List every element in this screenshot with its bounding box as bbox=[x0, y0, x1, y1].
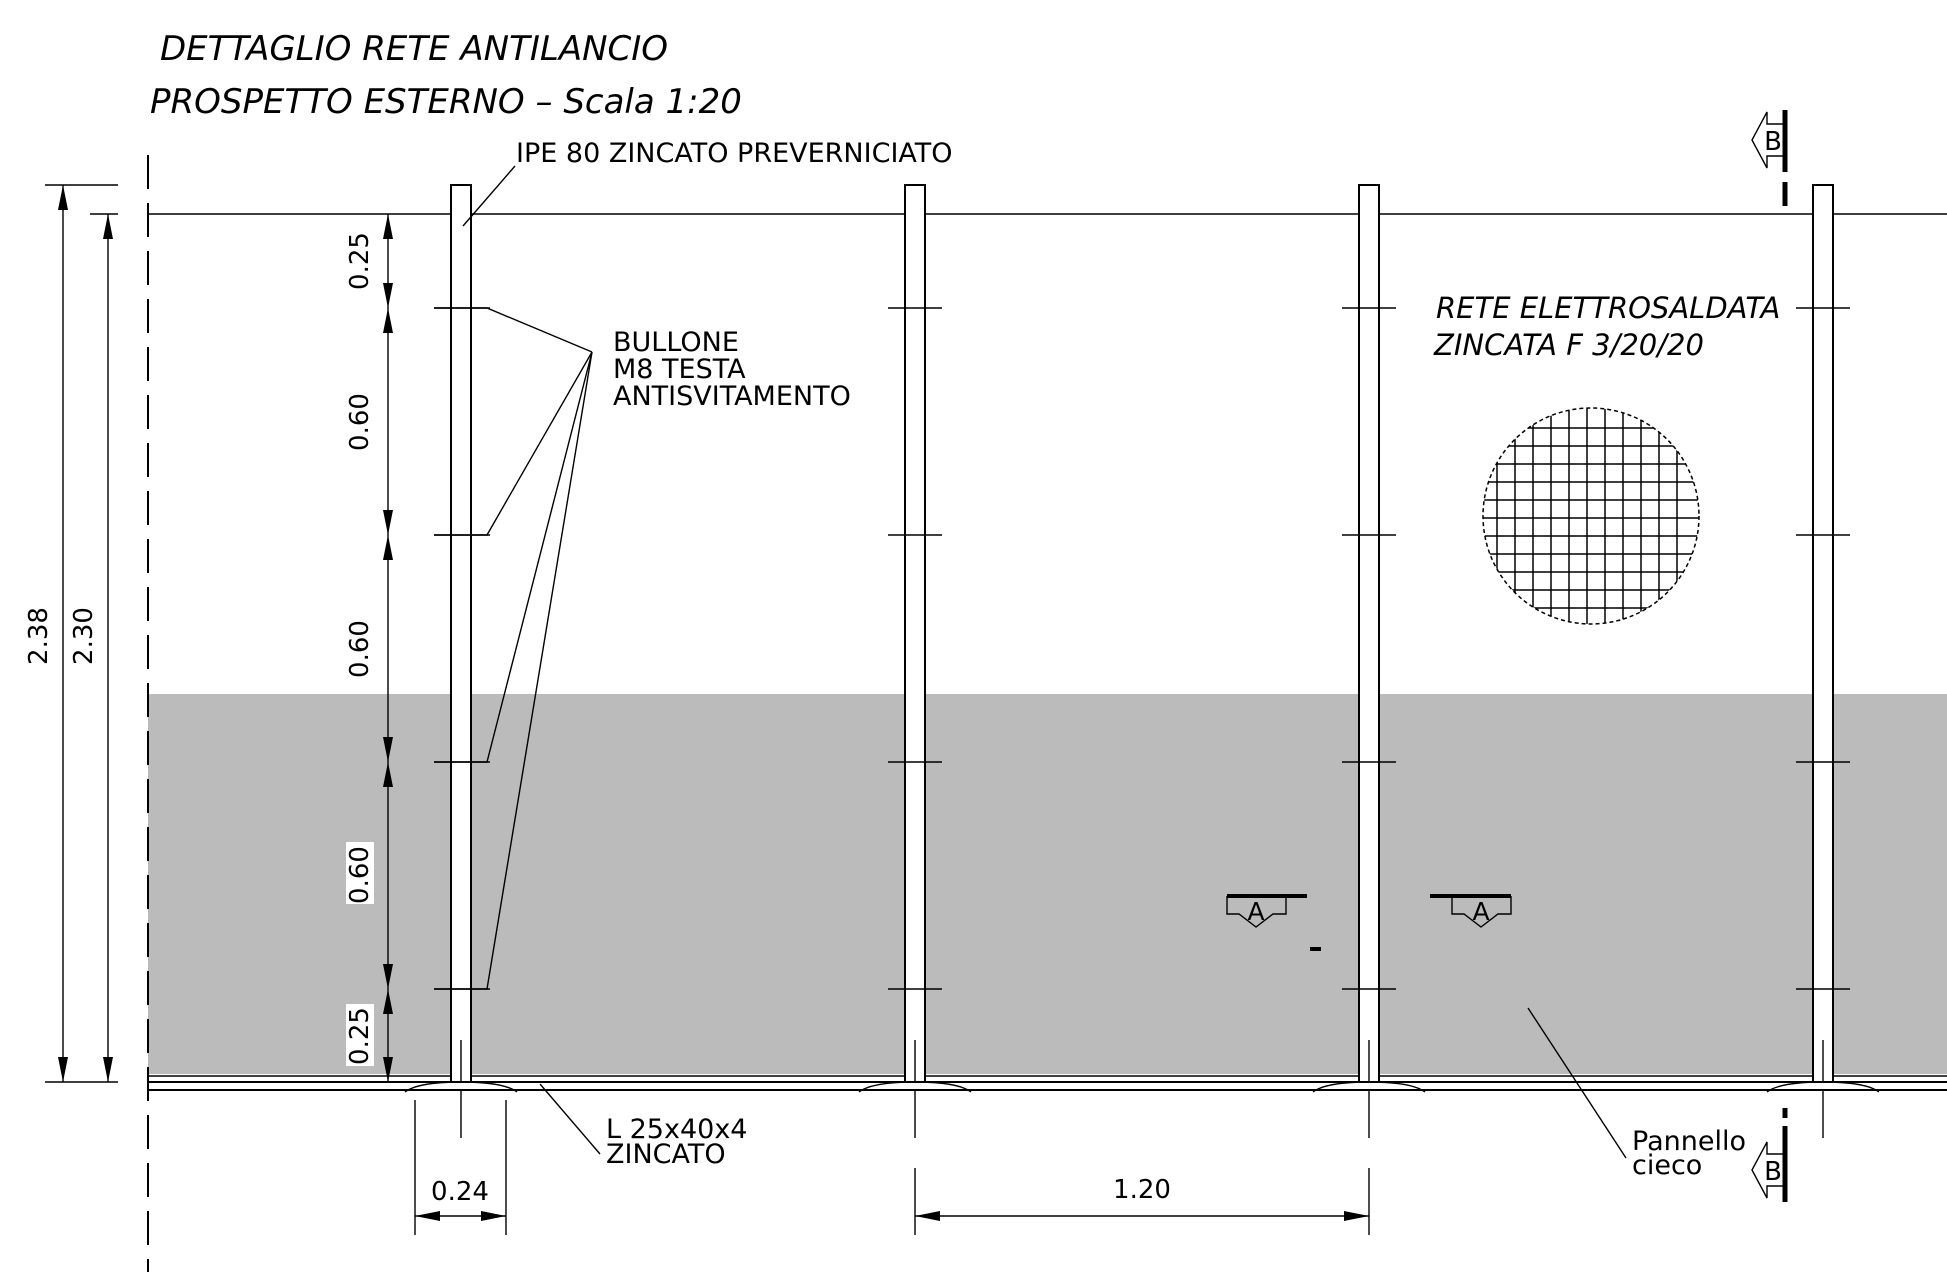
panel-label-line2: cieco bbox=[1632, 1150, 1702, 1181]
dim-segment-upper: 0.60 bbox=[345, 393, 375, 451]
post-profile-label: IPE 80 ZINCATO PREVERNICIATO bbox=[516, 138, 953, 169]
section-a-label-left: A bbox=[1247, 897, 1264, 926]
drawing-subtitle: PROSPETTO ESTERNO – Scala 1:20 bbox=[150, 82, 742, 122]
dim-total-inner: 2.30 bbox=[69, 607, 99, 665]
section-mark-a-right bbox=[1430, 894, 1512, 928]
bolt-leaders bbox=[434, 307, 593, 990]
post bbox=[404, 184, 518, 1138]
dim-label-bg bbox=[346, 1004, 374, 1066]
section-mark-b-bottom bbox=[1751, 1108, 1788, 1202]
mesh-detail bbox=[1482, 407, 1700, 625]
mesh-label-line2: ZINCATA F 3/20/20 bbox=[1433, 328, 1704, 362]
section-b-label-bottom: B bbox=[1764, 1157, 1782, 1187]
post bbox=[858, 184, 972, 1138]
panel-label-line1: Pannello bbox=[1632, 1126, 1746, 1157]
bolt-label-line2: M8 TESTA bbox=[613, 354, 746, 385]
angle-label-line2: ZINCATO bbox=[606, 1139, 726, 1170]
angle-leader bbox=[539, 1083, 601, 1155]
section-mark-a-left bbox=[1226, 894, 1307, 928]
panel-leader bbox=[1527, 1007, 1627, 1159]
blind-panel bbox=[148, 694, 1947, 1074]
bolt-label-line1: BULLONE bbox=[613, 327, 739, 358]
dim-total-outer: 2.38 bbox=[24, 607, 54, 665]
post-spacing-dimension bbox=[914, 1168, 1370, 1235]
post bbox=[1312, 184, 1426, 1138]
post-profile-leader bbox=[462, 165, 516, 227]
drawing-title: DETTAGLIO RETE ANTILANCIO bbox=[160, 29, 668, 69]
dim-post-spacing: 1.20 bbox=[1113, 1175, 1171, 1205]
section-b-label-top: B bbox=[1764, 127, 1782, 157]
dim-label-bg bbox=[346, 842, 374, 904]
angle-label-line1: L 25x40x4 bbox=[606, 1114, 747, 1145]
dim-segment-middle: 0.60 bbox=[345, 620, 375, 678]
section-a-label-right: A bbox=[1472, 897, 1489, 926]
dim-segment-top: 0.25 bbox=[345, 232, 375, 290]
mesh-label-line1: RETE ELETTROSALDATA bbox=[1436, 291, 1780, 325]
base-angle bbox=[148, 1075, 1947, 1091]
dim-segment-bottom: 0.25 bbox=[345, 1007, 375, 1065]
bolt-label-line3: ANTISVITAMENTO bbox=[613, 381, 851, 412]
dim-base-width: 0.24 bbox=[431, 1177, 489, 1207]
section-mark-b-top bbox=[1751, 110, 1788, 206]
base-width-dimension bbox=[414, 1100, 507, 1235]
overall-height-dimensions bbox=[45, 184, 118, 1083]
dim-segment-lower: 0.60 bbox=[345, 846, 375, 904]
segment-dimensions bbox=[383, 214, 393, 1082]
post bbox=[1766, 184, 1880, 1138]
